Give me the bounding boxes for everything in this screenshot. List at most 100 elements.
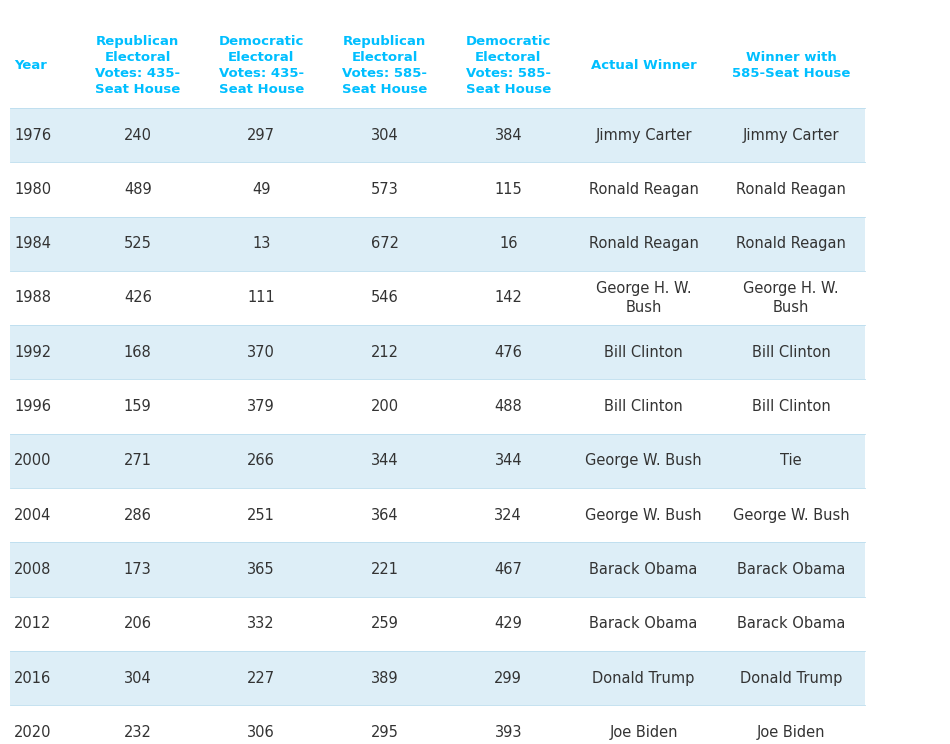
Text: 206: 206	[124, 616, 152, 632]
Text: 13: 13	[252, 236, 271, 251]
Text: Republican
Electoral
Votes: 435-
Seat House: Republican Electoral Votes: 435- Seat Ho…	[95, 35, 180, 95]
Text: 49: 49	[252, 182, 271, 197]
Text: 488: 488	[494, 399, 522, 414]
Text: Bill Clinton: Bill Clinton	[604, 344, 683, 360]
Text: 159: 159	[124, 399, 152, 414]
Text: 1984: 1984	[14, 236, 51, 251]
Text: 259: 259	[370, 616, 399, 632]
Text: 365: 365	[247, 562, 276, 577]
Text: Bill Clinton: Bill Clinton	[751, 344, 830, 360]
Text: 299: 299	[494, 670, 522, 686]
Text: Barack Obama: Barack Obama	[589, 616, 698, 632]
Polygon shape	[10, 271, 864, 325]
Text: 115: 115	[494, 182, 522, 197]
Text: Jimmy Carter: Jimmy Carter	[596, 127, 692, 143]
Polygon shape	[10, 108, 864, 162]
Text: 1988: 1988	[14, 290, 51, 306]
Text: 200: 200	[370, 399, 399, 414]
Text: 251: 251	[247, 507, 276, 523]
Text: Winner with
585-Seat House: Winner with 585-Seat House	[732, 51, 850, 80]
Text: 2012: 2012	[14, 616, 51, 632]
Text: Jimmy Carter: Jimmy Carter	[743, 127, 839, 143]
Text: 379: 379	[247, 399, 276, 414]
Text: 672: 672	[370, 236, 399, 251]
Text: George H. W.
Bush: George H. W. Bush	[743, 281, 839, 315]
Text: 1996: 1996	[14, 399, 51, 414]
Text: Ronald Reagan: Ronald Reagan	[589, 182, 698, 197]
Text: 2016: 2016	[14, 670, 51, 686]
Text: 525: 525	[124, 236, 152, 251]
Polygon shape	[10, 379, 864, 434]
Text: 467: 467	[494, 562, 522, 577]
Text: 16: 16	[499, 236, 518, 251]
Text: 1992: 1992	[14, 344, 51, 360]
Text: Bill Clinton: Bill Clinton	[751, 399, 830, 414]
Text: 476: 476	[494, 344, 522, 360]
Text: Ronald Reagan: Ronald Reagan	[589, 236, 698, 251]
Text: 306: 306	[247, 725, 276, 740]
Polygon shape	[10, 434, 864, 488]
Polygon shape	[10, 217, 864, 271]
Polygon shape	[10, 705, 864, 744]
Text: Actual Winner: Actual Winner	[591, 59, 696, 71]
Text: 324: 324	[494, 507, 522, 523]
Text: 364: 364	[370, 507, 399, 523]
Text: 384: 384	[494, 127, 522, 143]
Text: 111: 111	[247, 290, 276, 306]
Text: 1976: 1976	[14, 127, 51, 143]
Text: 1980: 1980	[14, 182, 51, 197]
Text: 344: 344	[370, 453, 399, 469]
Text: 429: 429	[494, 616, 522, 632]
Text: Democratic
Electoral
Votes: 585-
Seat House: Democratic Electoral Votes: 585- Seat Ho…	[466, 35, 551, 95]
Text: 332: 332	[247, 616, 276, 632]
Text: Bill Clinton: Bill Clinton	[604, 399, 683, 414]
Text: 426: 426	[124, 290, 152, 306]
Text: 297: 297	[247, 127, 276, 143]
Text: Republican
Electoral
Votes: 585-
Seat House: Republican Electoral Votes: 585- Seat Ho…	[342, 35, 428, 95]
Text: Democratic
Electoral
Votes: 435-
Seat House: Democratic Electoral Votes: 435- Seat Ho…	[218, 35, 304, 95]
Text: 212: 212	[370, 344, 399, 360]
Text: 393: 393	[495, 725, 522, 740]
Text: 344: 344	[494, 453, 522, 469]
Polygon shape	[10, 651, 864, 705]
Text: George W. Bush: George W. Bush	[585, 453, 702, 469]
Text: 489: 489	[124, 182, 152, 197]
Text: 2004: 2004	[14, 507, 51, 523]
Text: 573: 573	[370, 182, 399, 197]
Text: Donald Trump: Donald Trump	[593, 670, 694, 686]
Text: Barack Obama: Barack Obama	[736, 616, 846, 632]
Text: Year: Year	[14, 59, 48, 71]
Text: 546: 546	[370, 290, 399, 306]
Text: 173: 173	[124, 562, 152, 577]
Text: 271: 271	[124, 453, 152, 469]
Text: Barack Obama: Barack Obama	[736, 562, 846, 577]
Text: George W. Bush: George W. Bush	[585, 507, 702, 523]
Text: 142: 142	[494, 290, 522, 306]
Text: Tie: Tie	[780, 453, 802, 469]
Text: Ronald Reagan: Ronald Reagan	[736, 182, 846, 197]
Polygon shape	[10, 488, 864, 542]
Polygon shape	[10, 542, 864, 597]
Text: George H. W.
Bush: George H. W. Bush	[596, 281, 692, 315]
Text: 389: 389	[370, 670, 399, 686]
Text: 168: 168	[124, 344, 152, 360]
Text: George W. Bush: George W. Bush	[732, 507, 849, 523]
Text: 286: 286	[124, 507, 152, 523]
Text: 2000: 2000	[14, 453, 51, 469]
Text: 232: 232	[124, 725, 152, 740]
Text: 304: 304	[370, 127, 399, 143]
Text: 221: 221	[370, 562, 399, 577]
Text: Ronald Reagan: Ronald Reagan	[736, 236, 846, 251]
Text: Joe Biden: Joe Biden	[756, 725, 826, 740]
Polygon shape	[10, 597, 864, 651]
Text: 2020: 2020	[14, 725, 51, 740]
Polygon shape	[10, 162, 864, 217]
Text: 227: 227	[247, 670, 276, 686]
Text: Joe Biden: Joe Biden	[609, 725, 678, 740]
Text: Donald Trump: Donald Trump	[740, 670, 842, 686]
Text: 240: 240	[124, 127, 152, 143]
Text: 295: 295	[370, 725, 399, 740]
Text: 2008: 2008	[14, 562, 51, 577]
Polygon shape	[10, 325, 864, 379]
Text: Barack Obama: Barack Obama	[589, 562, 698, 577]
